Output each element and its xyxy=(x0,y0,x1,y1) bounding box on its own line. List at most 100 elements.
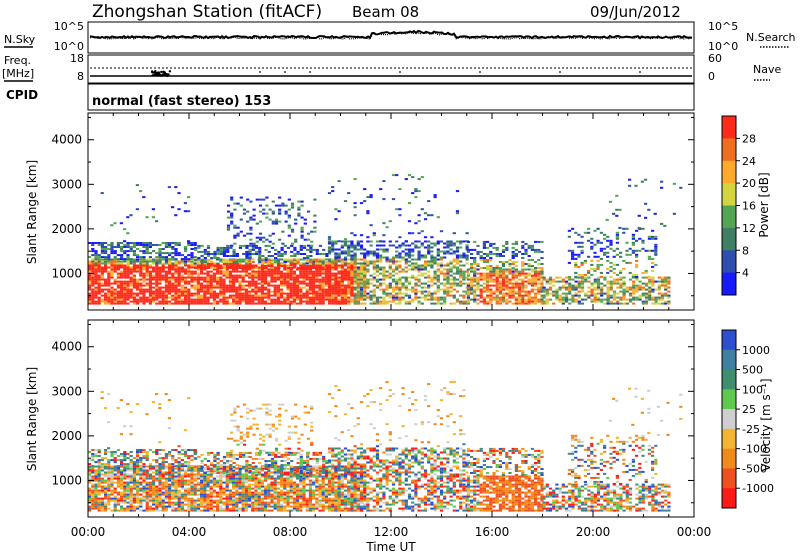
heatmap-cell xyxy=(117,285,120,287)
heatmap-cell xyxy=(117,472,120,474)
heatmap-cell xyxy=(252,247,255,249)
heatmap-cell xyxy=(518,303,521,305)
heatmap-cell xyxy=(543,279,546,281)
heatmap-cell xyxy=(190,299,193,301)
heatmap-cell xyxy=(363,273,366,275)
heatmap-cell xyxy=(644,217,647,219)
heatmap-cell xyxy=(398,208,401,210)
heatmap-cell xyxy=(254,271,257,273)
heatmap-cell xyxy=(354,283,357,285)
heatmap-cell xyxy=(408,295,411,297)
heatmap-cell xyxy=(242,299,245,301)
heatmap-cell xyxy=(288,199,291,201)
heatmap-cell xyxy=(616,264,619,266)
heatmap-cell xyxy=(190,303,193,305)
heatmap-cell xyxy=(370,291,373,293)
heatmap-cell xyxy=(508,287,511,289)
heatmap-cell xyxy=(91,490,94,492)
heatmap-cell xyxy=(470,267,473,269)
heatmap-cell xyxy=(467,249,470,251)
heatmap-cell xyxy=(274,301,277,303)
heatmap-cell xyxy=(360,285,363,287)
heatmap-cell xyxy=(204,257,207,259)
heatmap-cell xyxy=(162,293,165,295)
heatmap-cell xyxy=(190,476,193,478)
heatmap-cell xyxy=(430,277,433,279)
heatmap-cell xyxy=(581,279,584,281)
heatmap-cell xyxy=(581,283,584,285)
heatmap-cell xyxy=(651,270,654,272)
heatmap-cell xyxy=(593,270,596,272)
heatmap-cell xyxy=(440,271,443,273)
heatmap-cell xyxy=(405,281,408,283)
heatmap-cell xyxy=(261,297,264,299)
heatmap-cell xyxy=(91,498,94,500)
heatmap-cell xyxy=(376,299,379,301)
heatmap-cell xyxy=(249,249,252,251)
heatmap-cell xyxy=(91,277,94,279)
heatmap-cell xyxy=(528,281,531,283)
heatmap-cell xyxy=(149,482,152,484)
heatmap-cell xyxy=(293,247,296,249)
heatmap-cell xyxy=(136,293,139,295)
heatmap-cell xyxy=(600,295,603,297)
heatmap-cell xyxy=(334,281,337,283)
heatmap-cell xyxy=(114,476,117,478)
heatmap-cell xyxy=(168,478,171,480)
heatmap-cell xyxy=(616,297,619,299)
heatmap-cell xyxy=(521,287,524,289)
heatmap-cell xyxy=(158,277,161,279)
heatmap-cell xyxy=(114,289,117,291)
heatmap-cell xyxy=(322,299,325,301)
heatmap-cell xyxy=(411,289,414,291)
heatmap-cell xyxy=(312,289,315,291)
heatmap-cell xyxy=(382,273,385,275)
heatmap-cell xyxy=(261,267,264,269)
heatmap-cell xyxy=(606,272,609,274)
heatmap-cell xyxy=(660,223,663,225)
heatmap-cell xyxy=(139,510,142,512)
heatmap-cell xyxy=(133,275,136,277)
heatmap-cell xyxy=(222,289,225,291)
heatmap-cell xyxy=(130,279,133,281)
heatmap-cell xyxy=(363,295,366,297)
heatmap-cell xyxy=(613,279,616,281)
freq-label: Freq. xyxy=(4,54,31,67)
heatmap-cell xyxy=(262,237,265,239)
heatmap-cell xyxy=(597,285,600,287)
heatmap-cell xyxy=(402,285,405,287)
heatmap-cell xyxy=(220,267,223,269)
heatmap-cell xyxy=(414,299,417,301)
heatmap-cell xyxy=(299,299,302,301)
heatmap-cell xyxy=(165,295,168,297)
heatmap-cell xyxy=(229,247,232,249)
heatmap-cell xyxy=(508,281,511,283)
heatmap-cell xyxy=(155,273,158,275)
heatmap-cell xyxy=(373,277,376,279)
heatmap-cell xyxy=(512,251,515,253)
heatmap-cell xyxy=(518,273,521,275)
heatmap-cell xyxy=(280,273,283,275)
heatmap-cell xyxy=(165,287,168,289)
heatmap-cell xyxy=(379,273,382,275)
heatmap-cell xyxy=(363,255,366,257)
heatmap-cell xyxy=(213,281,216,283)
heatmap-cell xyxy=(430,265,433,267)
heatmap-cell xyxy=(178,484,181,486)
heatmap-cell xyxy=(571,250,574,252)
heatmap-cell xyxy=(171,246,174,248)
heatmap-cell xyxy=(165,277,168,279)
heatmap-cell xyxy=(648,283,651,285)
heatmap-cell xyxy=(357,283,360,285)
heatmap-cell xyxy=(98,472,101,474)
heatmap-cell xyxy=(130,474,133,476)
heatmap-cell xyxy=(590,274,593,276)
heatmap-cell xyxy=(418,220,421,222)
heatmap-cell xyxy=(537,277,540,279)
heatmap-cell xyxy=(555,295,558,297)
heatmap-cell xyxy=(408,202,411,204)
heatmap-cell xyxy=(456,210,459,212)
heatmap-cell xyxy=(306,271,309,273)
heatmap-cell xyxy=(521,263,524,265)
heatmap-cell xyxy=(306,299,309,301)
